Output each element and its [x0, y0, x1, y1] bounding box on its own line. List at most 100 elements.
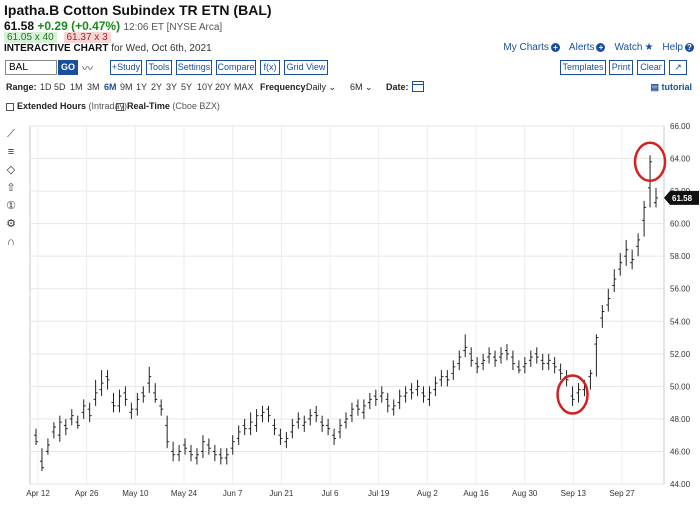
ask-badge: 61.37 x 3: [63, 32, 111, 43]
help-link[interactable]: Help?: [662, 42, 694, 53]
y-tick-label: 64.00: [670, 155, 691, 164]
magnet-tool-icon[interactable]: ∩: [7, 236, 15, 248]
bid-ask: 61.05 x 40 61.37 x 3: [4, 32, 111, 43]
x-tick-label: Sep 27: [609, 489, 635, 498]
plus-icon: +: [550, 43, 560, 52]
price-chart[interactable]: 44.00 46.00 48.00 50.00 52.00 54.00 56.00 58.00…: [0, 116, 700, 509]
print-button[interactable]: Print: [609, 60, 633, 75]
my-charts-link[interactable]: My Charts +: [503, 42, 560, 53]
watch-label: Watch: [614, 42, 643, 53]
symbol-input[interactable]: [5, 60, 57, 75]
grid-view-button[interactable]: Grid View: [284, 60, 328, 75]
y-tick-label: 58.00: [670, 252, 691, 261]
x-tick-label: Aug 16: [463, 489, 489, 498]
chevron-down-icon: ⌄: [365, 82, 373, 92]
x-tick-label: Jun 21: [269, 489, 294, 498]
shape-tool-icon[interactable]: ◇: [6, 164, 16, 176]
tools-button[interactable]: Tools: [146, 60, 172, 75]
range-option-1m[interactable]: 1M: [70, 82, 83, 92]
range-bar: Range: 1D 5D 1M 3M 6M 9M 1Y 2Y 3Y 5Y 10Y 20Y MAX Fre…: [0, 80, 700, 96]
y-tick-label: 56.00: [670, 285, 691, 294]
x-tick-label: May 24: [171, 489, 198, 498]
extended-hours-checkbox[interactable]: [6, 102, 14, 111]
study-button[interactable]: +Study: [110, 60, 142, 75]
last-price-label: 61.58: [672, 194, 693, 203]
settings-tool-icon[interactable]: ⚙: [6, 218, 16, 230]
x-tick-label: May 10: [122, 489, 149, 498]
go-button[interactable]: GO: [58, 60, 78, 75]
range-option-5d[interactable]: 5D: [54, 82, 66, 92]
top-links: My Charts + Alerts + Watch ★ Help?: [503, 42, 694, 53]
frequency-value: Daily: [306, 82, 327, 92]
alerts-label: Alerts: [568, 42, 595, 53]
range-option-3m[interactable]: 3M: [87, 82, 100, 92]
chevron-down-icon: ⌄: [328, 82, 337, 92]
tutorial-icon: ▤: [650, 82, 659, 92]
date-label: Date:: [386, 82, 409, 92]
line-tool-icon[interactable]: ⟋: [7, 128, 15, 140]
range-option-2y[interactable]: 2Y: [151, 82, 163, 92]
last-price-marker: [664, 190, 699, 205]
y-tick-label: 46.00: [670, 447, 691, 456]
watch-link[interactable]: Watch ★: [614, 42, 653, 53]
range-option-3y[interactable]: 3Y: [166, 82, 178, 92]
chart-toolbar: GO 〰 +Study Tools Settings Compare f(x) …: [0, 58, 700, 78]
range-option-20y[interactable]: 20Y: [215, 82, 232, 92]
x-tick-label: Aug 2: [417, 489, 438, 498]
templates-button[interactable]: Templates: [560, 60, 606, 75]
plus-icon: +: [596, 43, 606, 52]
realtime-sub: (Cboe BZX): [172, 101, 220, 111]
range-option-9m[interactable]: 9M: [120, 82, 133, 92]
options-bar: Extended Hours (Intraday) Real-Time (Cbo…: [0, 99, 700, 113]
range-option-5y[interactable]: 5Y: [181, 82, 193, 92]
range-option-1d[interactable]: 1D: [40, 82, 52, 92]
interactive-chart-label: INTERACTIVE CHART: [4, 43, 109, 54]
highlight-circle: [556, 374, 589, 415]
y-tick-label: 60.00: [670, 220, 691, 229]
y-tick-label: 54.00: [670, 317, 691, 326]
bid-badge: 61.05 x 40: [4, 32, 57, 43]
realtime-option[interactable]: Real-Time (Cboe BZX): [116, 101, 220, 111]
x-tick-label: Jul 19: [368, 489, 390, 498]
x-tick-label: Jul 6: [322, 489, 339, 498]
realtime-checkbox[interactable]: [116, 102, 124, 111]
y-tick-label: 52.00: [670, 350, 691, 359]
y-tick-label: 50.00: [670, 382, 691, 391]
compare-button[interactable]: Compare: [216, 60, 256, 75]
x-tick-label: Sep 13: [561, 489, 587, 498]
frequency-select[interactable]: Daily ⌄: [306, 82, 336, 93]
range-option-1y[interactable]: 1Y: [136, 82, 148, 92]
annotation-tool-icon[interactable]: ①: [6, 200, 16, 212]
interval-value: 6M: [350, 82, 363, 92]
range-option-6m[interactable]: 6M: [104, 82, 117, 92]
y-tick-label: 44.00: [670, 480, 691, 489]
fib-tool-icon[interactable]: ≡: [7, 146, 15, 158]
extended-hours-option[interactable]: Extended Hours (Intraday): [6, 101, 127, 111]
range-option-max[interactable]: MAX: [234, 82, 254, 92]
settings-button[interactable]: Settings: [176, 60, 212, 75]
question-icon: ?: [685, 43, 694, 52]
price-change: +0.29 (+0.47%): [37, 19, 121, 33]
range-option-10y[interactable]: 10Y: [197, 82, 214, 92]
fx-button[interactable]: f(x): [260, 60, 280, 75]
interactive-chart-date: for Wed, Oct 6th, 2021: [111, 43, 212, 54]
interval-select[interactable]: 6M ⌄: [350, 82, 373, 93]
x-tick-label: Apr 26: [75, 489, 99, 498]
my-charts-label: My Charts: [503, 42, 549, 53]
quote-time: 12:06 ET [NYSE Arca]: [123, 22, 223, 33]
frequency-label: Frequency:: [260, 82, 309, 92]
interactive-chart-heading: INTERACTIVE CHART for Wed, Oct 6th, 2021: [4, 43, 212, 54]
chart-type-icon[interactable]: 〰: [82, 63, 93, 75]
x-tick-label: Aug 30: [512, 489, 538, 498]
alerts-link[interactable]: Alerts +: [569, 42, 606, 53]
expand-icon[interactable]: ↗: [669, 60, 687, 75]
y-tick-label: 66.00: [670, 122, 691, 131]
calendar-icon[interactable]: [412, 81, 424, 92]
arrow-tool-icon[interactable]: ⇧: [6, 182, 16, 194]
clear-button[interactable]: Clear: [637, 60, 665, 75]
star-icon: ★: [644, 42, 654, 53]
tutorial-label: tutorial: [661, 82, 693, 92]
extended-hours-label: Extended Hours: [17, 101, 87, 111]
extended-hours-sub: (Intraday): [88, 101, 128, 111]
tutorial-link[interactable]: ▤ tutorial: [650, 82, 692, 93]
